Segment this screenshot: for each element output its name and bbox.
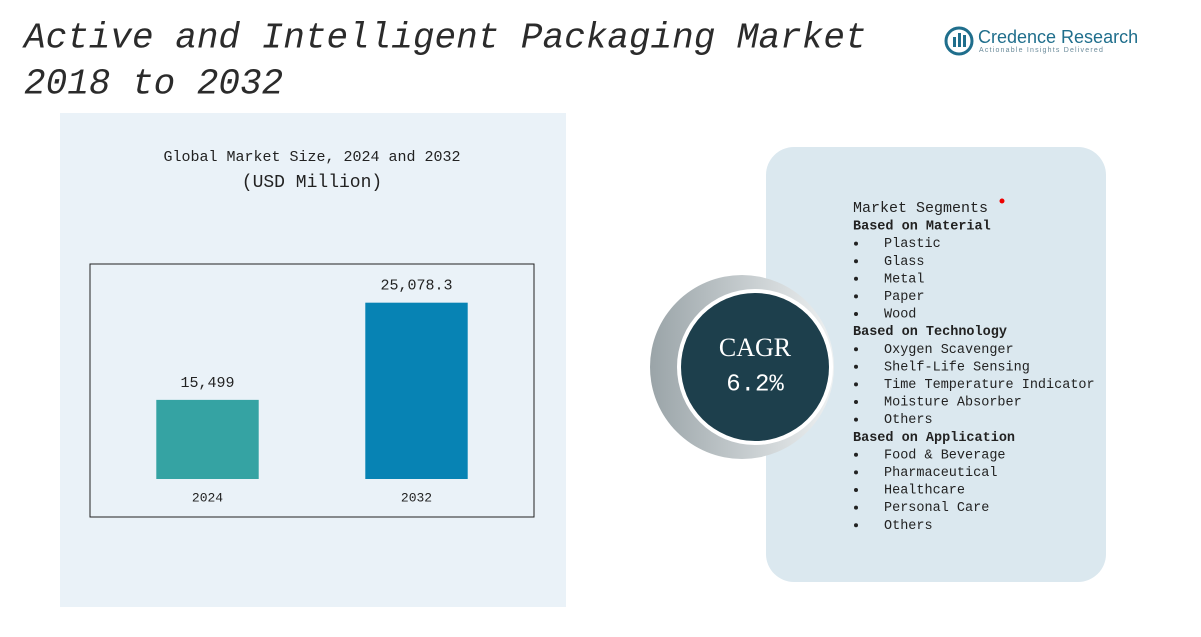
segments-panel (766, 147, 1106, 582)
bullet (854, 505, 858, 510)
logo-tagline: Actionable Insights Delivered (979, 47, 1104, 54)
bullet (854, 259, 858, 264)
bullet (854, 488, 858, 492)
bullet (854, 364, 858, 369)
logo: Credence Research Actionable Insights De… (944, 26, 1138, 56)
logo-name: Credence Research (978, 27, 1138, 47)
segments-title: Market Segments (853, 200, 988, 217)
bullet (854, 241, 858, 246)
cagr-label: CAGR (719, 333, 792, 362)
logo-icon (963, 35, 966, 47)
bar (156, 399, 259, 479)
segment-item: Shelf-Life Sensing (884, 360, 1030, 375)
segment-item: Others (884, 519, 933, 534)
segment-item: Paper (884, 290, 925, 305)
bullet (854, 294, 858, 299)
logo-icon (953, 37, 956, 47)
chart-subtitle: (USD Million) (242, 173, 382, 193)
value-label: 15,499 (180, 375, 234, 392)
segment-item: Others (884, 413, 933, 428)
chart-panel (60, 113, 566, 607)
x-tick-label: 2024 (192, 490, 223, 505)
logo-icon (944, 26, 974, 56)
value-label: 25,078.3 (380, 278, 452, 295)
segment-item: Healthcare (884, 484, 965, 499)
segment-heading: Based on Material (853, 220, 991, 235)
bullet (854, 347, 858, 352)
bullet (854, 312, 858, 316)
x-tick-label: 2032 (401, 490, 432, 505)
title-line: 2018 to 2032 (24, 64, 283, 105)
segment-heading: Based on Application (853, 431, 1015, 446)
segment-item: Pharmaceutical (884, 466, 997, 481)
segment-item: Plastic (884, 237, 941, 252)
segment-item: Oxygen Scavenger (884, 343, 1014, 358)
bullet (854, 452, 858, 457)
cagr-value: 6.2% (726, 371, 784, 398)
bullet (854, 382, 858, 387)
bullet (854, 470, 858, 475)
segment-item: Glass (884, 255, 925, 270)
bar (365, 302, 468, 479)
segment-item: Food & Beverage (884, 448, 1006, 463)
segment-heading: Based on Technology (853, 325, 1007, 340)
logo-icon (958, 33, 961, 47)
dot (999, 198, 1005, 204)
chart-title: Global Market Size, 2024 and 2032 (163, 149, 460, 166)
segment-item: Personal Care (884, 501, 989, 516)
bullet (854, 417, 858, 422)
plot-frame (89, 263, 535, 518)
segment-item: Metal (884, 272, 925, 287)
segment-item: Time Temperature Indicator (884, 378, 1095, 393)
segment-item: Wood (884, 308, 916, 323)
bullet (854, 276, 858, 281)
bullet (854, 400, 858, 404)
bullet (854, 523, 858, 528)
title-line: Active and Intelligent Packaging Market (22, 18, 867, 59)
cagr-circle (681, 293, 829, 441)
segment-item: Moisture Absorber (884, 396, 1022, 411)
